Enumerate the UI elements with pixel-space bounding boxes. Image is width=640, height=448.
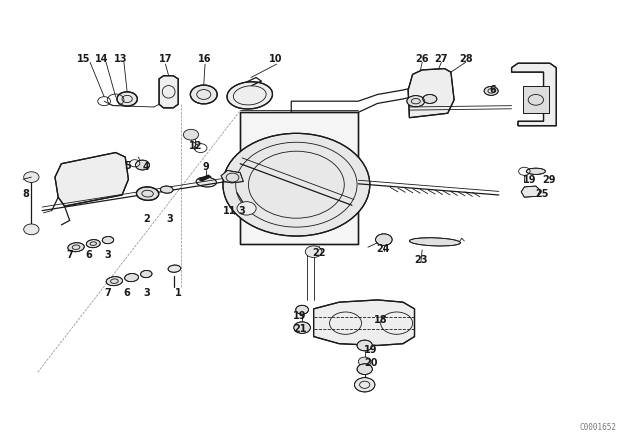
Bar [240, 112, 358, 244]
Text: 23: 23 [414, 255, 428, 265]
Circle shape [136, 160, 150, 170]
Text: 19: 19 [364, 345, 378, 355]
Ellipse shape [141, 271, 152, 278]
Ellipse shape [227, 82, 273, 109]
Text: 4: 4 [143, 162, 150, 172]
Text: 6: 6 [124, 288, 131, 298]
Text: 22: 22 [312, 248, 326, 258]
Text: 18: 18 [374, 315, 387, 325]
Text: 16: 16 [198, 54, 212, 64]
Circle shape [183, 129, 198, 140]
Ellipse shape [68, 243, 84, 252]
Text: 9: 9 [203, 162, 210, 172]
Bar [240, 112, 358, 244]
Circle shape [24, 172, 39, 182]
Circle shape [117, 92, 138, 106]
Polygon shape [159, 76, 178, 108]
Text: 3: 3 [239, 207, 246, 216]
Circle shape [357, 364, 372, 375]
Text: 17: 17 [159, 54, 172, 64]
Text: 25: 25 [536, 189, 549, 198]
Text: 27: 27 [435, 54, 448, 64]
Text: 7: 7 [104, 288, 111, 298]
Circle shape [355, 378, 375, 392]
Bar [523, 86, 548, 113]
Text: 3: 3 [166, 214, 173, 224]
Polygon shape [408, 69, 454, 118]
Text: 28: 28 [459, 54, 472, 64]
Text: 3: 3 [143, 288, 150, 298]
Text: 8: 8 [23, 189, 29, 198]
Ellipse shape [423, 95, 437, 103]
Text: 3: 3 [104, 250, 111, 260]
Text: 2: 2 [143, 214, 150, 224]
Ellipse shape [86, 240, 100, 248]
Text: 11: 11 [223, 207, 236, 216]
Ellipse shape [168, 265, 180, 272]
Ellipse shape [526, 168, 545, 174]
Ellipse shape [136, 187, 159, 200]
Text: 7: 7 [67, 250, 73, 260]
Ellipse shape [106, 276, 123, 286]
Circle shape [24, 224, 39, 235]
Circle shape [376, 234, 392, 246]
Text: 13: 13 [114, 54, 127, 64]
Ellipse shape [410, 238, 460, 246]
Ellipse shape [161, 186, 173, 193]
Polygon shape [314, 300, 415, 345]
Circle shape [237, 202, 256, 215]
Text: 14: 14 [95, 54, 108, 64]
Ellipse shape [196, 177, 216, 187]
Polygon shape [521, 186, 540, 197]
Text: 10: 10 [269, 54, 282, 64]
Text: 19: 19 [523, 175, 536, 185]
Ellipse shape [484, 86, 498, 95]
Text: 29: 29 [542, 175, 556, 185]
Polygon shape [55, 152, 129, 206]
Ellipse shape [125, 274, 139, 282]
Circle shape [305, 246, 322, 258]
Text: 1: 1 [175, 288, 182, 298]
Ellipse shape [190, 85, 217, 104]
Circle shape [358, 357, 371, 366]
Text: C0001652: C0001652 [580, 422, 617, 432]
Bar [523, 86, 548, 113]
Text: 21: 21 [293, 324, 307, 334]
Text: 6: 6 [86, 250, 92, 260]
Polygon shape [221, 170, 243, 183]
Text: 12: 12 [189, 141, 202, 151]
Text: 6: 6 [489, 85, 496, 95]
Ellipse shape [102, 237, 114, 244]
Circle shape [357, 340, 372, 351]
Text: 20: 20 [364, 358, 378, 368]
Text: 26: 26 [415, 54, 429, 64]
Circle shape [296, 305, 308, 314]
Text: 5: 5 [124, 161, 131, 171]
Text: 19: 19 [293, 310, 307, 321]
Text: 24: 24 [376, 244, 389, 254]
Ellipse shape [407, 95, 425, 107]
Circle shape [223, 134, 370, 236]
Text: 15: 15 [77, 54, 90, 64]
Polygon shape [511, 63, 556, 126]
Circle shape [294, 322, 310, 333]
